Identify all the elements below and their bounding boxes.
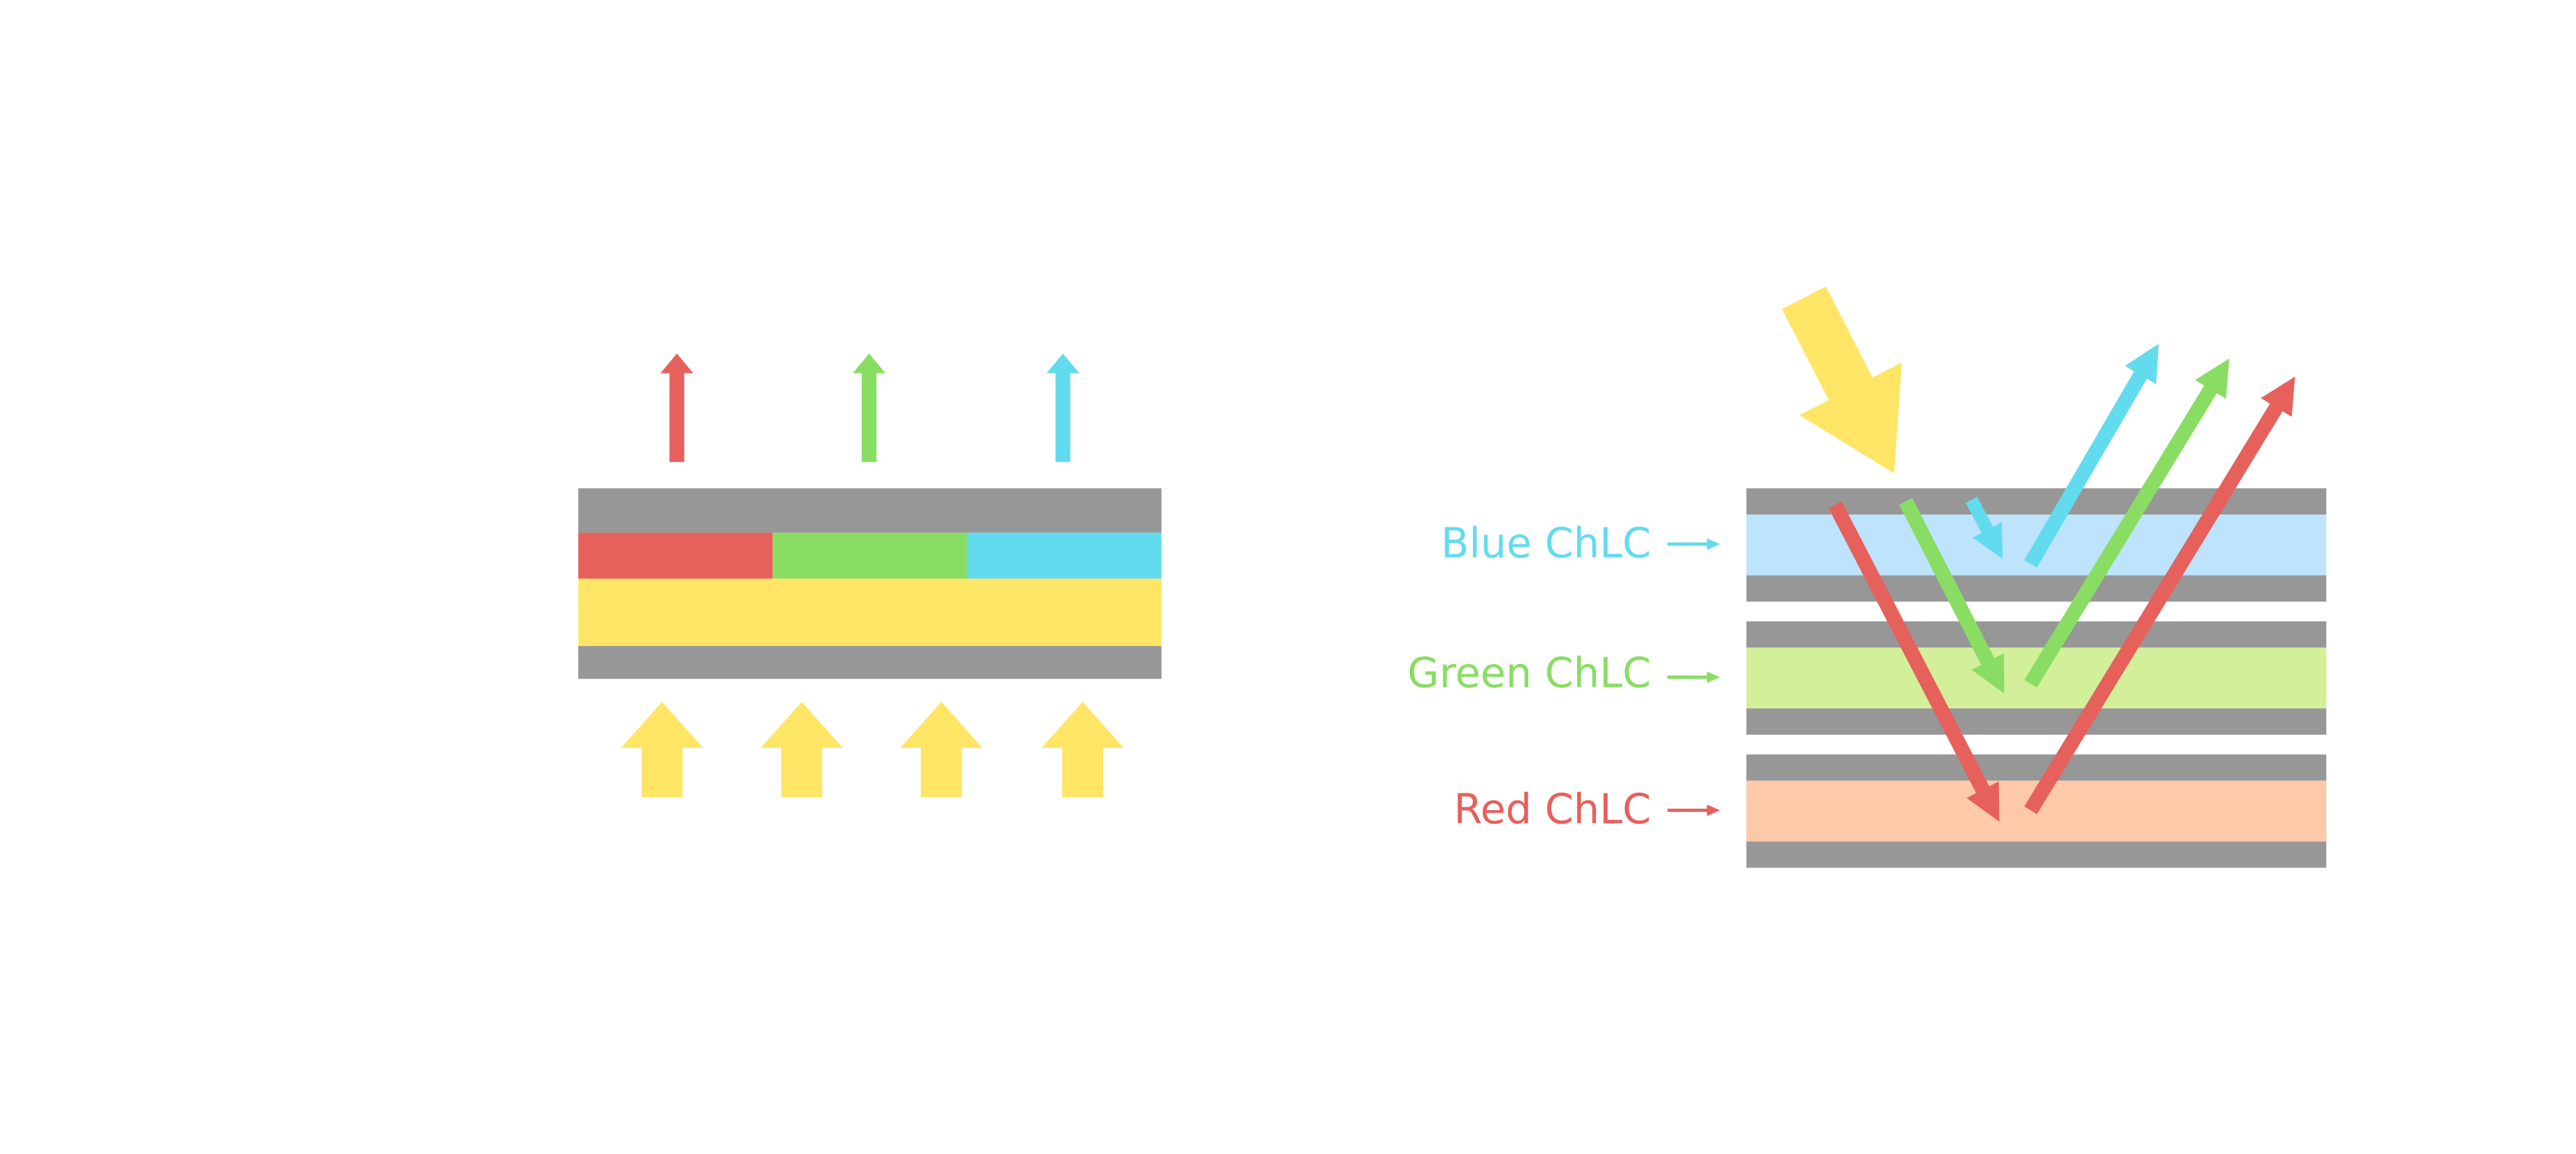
yellow-backlight-arrow [1041,701,1124,797]
red-chlc-bottom-gray [1746,841,2327,868]
cyan-emitted-arrow [1046,354,1080,462]
blue-label-pointer-arrow [1667,538,1720,550]
green-chlc-bottom-gray [1746,708,2327,735]
yellow-backlight-arrow [621,701,703,797]
green-chlc-top-gray [1746,621,2327,648]
red-chlc-top-gray [1746,754,2327,781]
red-emitted-arrow [660,354,694,462]
green-emitted-arrow [852,354,886,462]
blue-reflected-arrow [2024,343,2159,568]
blue-down-arrow [1965,497,2003,559]
red-reflected-arrow [2024,376,2295,815]
red-label-pointer-arrow [1667,804,1720,817]
blue-chlc-bottom-gray [1746,575,2327,602]
yellow-backlight-arrow [761,701,843,797]
yellow-backlight-layer [578,578,1162,647]
light-arrows [1781,286,2295,822]
yellow-backlight-arrow [900,701,983,797]
green-filter-segment [772,533,967,579]
green-label-pointer-arrow [1667,671,1720,683]
red-chlc-label: Red ChLC [1454,786,1651,834]
layer-labels: Blue ChLC Green ChLC Red ChLC [1407,520,1651,833]
left-diagram-backlit-color-filter [578,354,1162,797]
bottom-gray-layer [578,646,1162,679]
green-reflected-arrow [2024,358,2230,688]
cyan-filter-segment [967,533,1162,579]
top-gray-layer [578,488,1162,533]
incident-light-arrow [1781,286,1902,474]
red-down-arrow [1828,501,2000,822]
green-chlc-label: Green ChLC [1407,650,1651,697]
red-filter-segment [578,533,773,579]
green-down-arrow [1899,498,2005,694]
blue-chlc-label: Blue ChLC [1441,520,1651,567]
